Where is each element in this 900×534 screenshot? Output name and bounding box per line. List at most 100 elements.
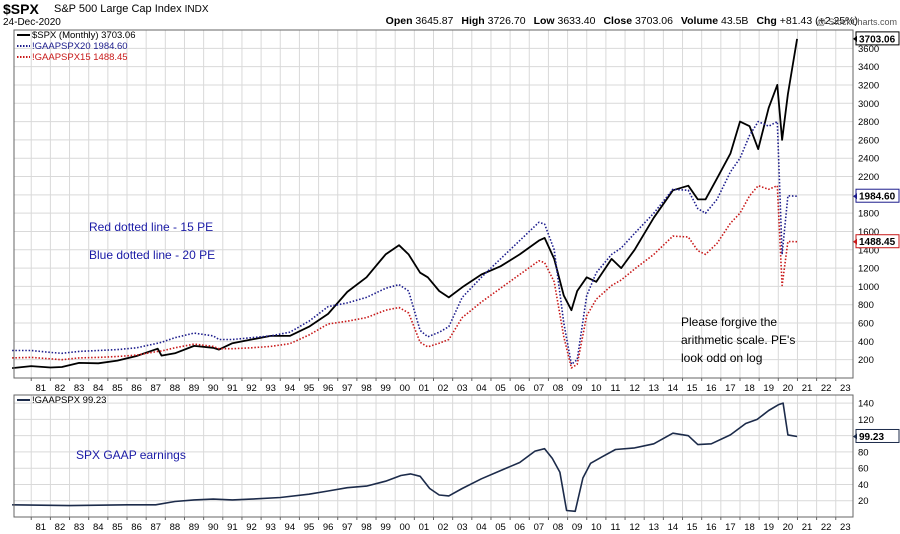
x-tick-label: 05	[495, 522, 506, 533]
quote-label-open: Open	[385, 15, 413, 27]
earnings-grid	[14, 395, 853, 517]
x-tick-label: 12	[629, 522, 640, 533]
x-tick-label: 86	[131, 383, 142, 394]
price-x-axis: 81 82 83 84 85 86 87 88 89 90 91 92 93 94 95 96 97 98 99 00…	[30, 378, 851, 394]
x-tick-label: 19	[763, 383, 774, 394]
x-tick-label: 92	[246, 522, 257, 533]
ticker-description: S&P 500 Large Cap Index INDX	[54, 3, 209, 15]
x-tick-label: 19	[763, 522, 774, 533]
legend-label: !GAAPSPX20 1984.60	[32, 41, 128, 52]
ticker-symbol: $SPX	[3, 1, 39, 17]
quote-label-chg: Chg	[756, 15, 777, 27]
x-tick-label: 17	[725, 522, 736, 533]
x-tick-label: 94	[285, 522, 296, 533]
watermark: @ StockCharts.com	[816, 17, 897, 27]
x-tick-label: 07	[534, 383, 545, 394]
x-tick-label: 13	[648, 522, 659, 533]
x-tick-label: 83	[74, 383, 85, 394]
x-tick-label: 92	[246, 383, 257, 394]
x-tick-label: 98	[361, 522, 372, 533]
x-tick-label: 09	[572, 522, 583, 533]
description-text: S&P 500 Large Cap Index	[54, 3, 182, 15]
last-value-pointer	[853, 35, 857, 42]
x-tick-label: 22	[821, 522, 832, 533]
x-tick-label: 97	[342, 383, 353, 394]
last-value-label: 99.23	[859, 432, 884, 443]
x-tick-label: 94	[285, 383, 296, 394]
x-tick-label: 82	[55, 522, 66, 533]
series-line-gaapspx	[12, 402, 798, 513]
last-value-pointer	[853, 238, 857, 245]
x-tick-label: 03	[457, 522, 468, 533]
x-tick-label: 14	[668, 383, 679, 394]
quote-label-close: Close	[603, 15, 633, 27]
x-tick-label: 87	[150, 383, 161, 394]
earnings-series	[12, 402, 798, 513]
y-tick-label: 3000	[858, 99, 879, 110]
earnings-y-axis: 20406080100120140	[858, 399, 874, 508]
y-tick-label: 3600	[858, 44, 879, 55]
last-value-pointer	[853, 433, 857, 440]
x-tick-label: 95	[304, 522, 315, 533]
note-line-2: arithmetic scale. PE's	[681, 333, 795, 347]
y-tick-label: 140	[858, 399, 874, 410]
x-tick-label: 99	[380, 383, 391, 394]
x-tick-label: 02	[438, 383, 449, 394]
series-line-spxmonthly	[12, 38, 798, 369]
y-tick-label: 1200	[858, 264, 879, 275]
x-tick-label: 14	[668, 522, 679, 533]
x-tick-label: 08	[553, 522, 564, 533]
y-tick-label: 200	[858, 355, 874, 366]
x-tick-label: 16	[706, 522, 717, 533]
price-grid	[14, 30, 853, 378]
x-tick-label: 88	[170, 522, 181, 533]
x-tick-label: 82	[55, 383, 66, 394]
x-tick-label: 11	[611, 383, 621, 394]
x-tick-label: 20	[783, 522, 794, 533]
x-tick-label: 90	[208, 522, 219, 533]
x-tick-label: 15	[687, 383, 698, 394]
y-tick-label: 2800	[858, 117, 879, 128]
x-tick-label: 89	[189, 383, 200, 394]
x-tick-label: 83	[74, 522, 85, 533]
x-tick-label: 96	[323, 522, 334, 533]
earnings-annotation: SPX GAAP earnings	[76, 448, 186, 462]
x-tick-label: 13	[648, 383, 659, 394]
x-tick-label: 93	[265, 383, 276, 394]
last-value-label: 1488.45	[859, 237, 896, 248]
last-value-labels: 3703.06 1984.60 1488.45 99.23	[853, 31, 900, 443]
x-tick-label: 23	[840, 522, 851, 533]
legend-label: !GAAPSPX 99.23	[32, 395, 106, 406]
x-tick-label: 00	[399, 383, 410, 394]
x-tick-label: 09	[572, 383, 583, 394]
price-legend: $SPX (Monthly) 3703.06!GAAPSPX20 1984.60…	[17, 30, 136, 63]
x-tick-label: 10	[591, 383, 602, 394]
note-line-1: Please forgive the	[681, 315, 777, 329]
x-tick-label: 84	[93, 383, 104, 394]
x-tick-label: 96	[323, 383, 334, 394]
x-tick-label: 91	[227, 522, 238, 533]
x-tick-label: 81	[36, 522, 47, 533]
chart-header: $SPX S&P 500 Large Cap Index INDX 24-Dec-…	[0, 0, 900, 30]
x-tick-label: 00	[399, 522, 410, 533]
quote-value-close: 3703.06	[632, 15, 673, 27]
y-tick-label: 400	[858, 337, 874, 348]
y-tick-label: 3400	[858, 62, 879, 73]
price-y-axis: 2004006008001000120014001600180020002200…	[858, 44, 879, 366]
quote-value-chg: +81.43 (+2.25%)	[776, 15, 858, 27]
x-tick-label: 02	[438, 522, 449, 533]
x-tick-label: 87	[150, 522, 161, 533]
quote-label-volume: Volume	[680, 15, 719, 27]
y-tick-label: 20	[858, 496, 869, 507]
earnings-legend: !GAAPSPX 99.23	[17, 395, 106, 406]
exchange-label: INDX	[184, 4, 209, 15]
x-tick-label: 93	[265, 522, 276, 533]
price-series	[12, 38, 798, 369]
y-tick-label: 40	[858, 480, 869, 491]
y-tick-label: 120	[858, 415, 874, 426]
y-tick-label: 60	[858, 464, 869, 475]
x-tick-label: 17	[725, 383, 736, 394]
x-tick-label: 85	[112, 522, 123, 533]
last-value-label: 1984.60	[859, 192, 896, 203]
